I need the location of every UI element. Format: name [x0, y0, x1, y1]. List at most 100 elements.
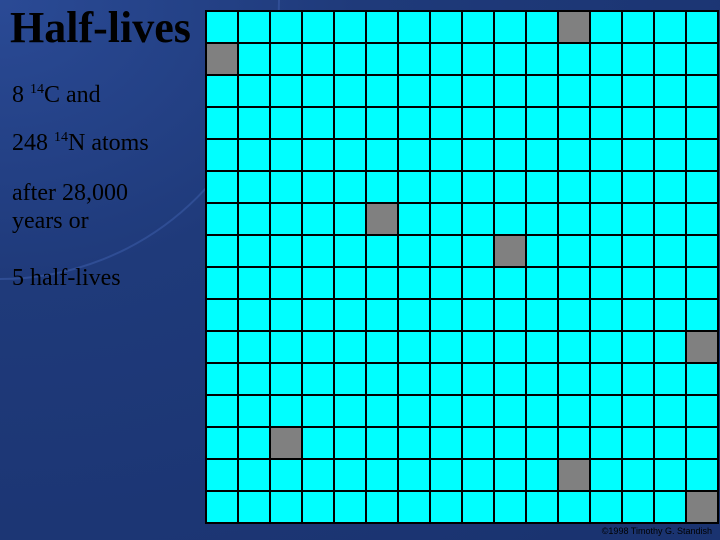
grid-cell [431, 332, 461, 362]
grid-cell [303, 76, 333, 106]
grid-cell [591, 396, 621, 426]
grid-cell [207, 460, 237, 490]
grid-cell [495, 236, 525, 266]
grid-cell [207, 172, 237, 202]
grid-cell [431, 44, 461, 74]
grid-cell [335, 44, 365, 74]
grid-cell [559, 236, 589, 266]
grid-cell [495, 204, 525, 234]
grid-cell [335, 396, 365, 426]
grid-cell [687, 492, 717, 522]
grid-cell [655, 12, 685, 42]
grid-cell [495, 396, 525, 426]
grid-cell [591, 172, 621, 202]
grid-cell [207, 268, 237, 298]
grid-cell [463, 364, 493, 394]
grid-cell [335, 236, 365, 266]
grid-cell [431, 204, 461, 234]
grid-cell [239, 332, 269, 362]
grid-cell [335, 428, 365, 458]
grid-cell [591, 492, 621, 522]
grid-cell [655, 140, 685, 170]
grid-cell [431, 236, 461, 266]
grid-cell [303, 236, 333, 266]
grid-cell [463, 76, 493, 106]
grid-cell [303, 300, 333, 330]
grid-cell [527, 428, 557, 458]
grid-cell [623, 268, 653, 298]
grid-cell [335, 76, 365, 106]
grid-cell [623, 12, 653, 42]
grid-cell [559, 12, 589, 42]
grid-cell [431, 460, 461, 490]
grid-cell [463, 140, 493, 170]
grid-cell [527, 396, 557, 426]
grid-cell [559, 300, 589, 330]
grid-cell [367, 332, 397, 362]
grid-cell [655, 364, 685, 394]
grid-cell [527, 300, 557, 330]
grid-cell [271, 140, 301, 170]
slide-title: Half-lives [10, 2, 191, 53]
grid-cell [239, 172, 269, 202]
grid-cell [239, 428, 269, 458]
grid-cell [335, 204, 365, 234]
grid-cell [303, 332, 333, 362]
grid-cell [399, 76, 429, 106]
grid-cell [207, 300, 237, 330]
grid-cell [591, 300, 621, 330]
grid-cell [399, 300, 429, 330]
grid-cell [623, 300, 653, 330]
grid-cell [239, 300, 269, 330]
grid-cell [303, 140, 333, 170]
grid-cell [271, 428, 301, 458]
grid-cell [591, 12, 621, 42]
grid-cell [559, 428, 589, 458]
grid-cell [655, 396, 685, 426]
grid-cell [591, 236, 621, 266]
grid-cell [463, 332, 493, 362]
grid-cell [399, 140, 429, 170]
grid-cell [239, 396, 269, 426]
grid-cell [591, 428, 621, 458]
grid-cell [591, 44, 621, 74]
grid-cell [207, 236, 237, 266]
grid-cell [335, 108, 365, 138]
grid-cell [687, 108, 717, 138]
grid-cell [495, 428, 525, 458]
grid-cell [207, 204, 237, 234]
grid-cell [431, 172, 461, 202]
grid-cell [655, 332, 685, 362]
grid-cell [399, 236, 429, 266]
grid-cell [463, 300, 493, 330]
grid-cell [559, 460, 589, 490]
grid-cell [495, 460, 525, 490]
grid-cell [207, 396, 237, 426]
grid-cell [623, 492, 653, 522]
grid-cell [623, 108, 653, 138]
grid-cell [239, 268, 269, 298]
grid-cell [367, 364, 397, 394]
grid-cell [335, 460, 365, 490]
grid-cell [591, 268, 621, 298]
grid-cell [623, 364, 653, 394]
grid-cell [239, 236, 269, 266]
grid-cell [687, 44, 717, 74]
l1-sup: 14 [30, 82, 44, 97]
grid-cell [495, 12, 525, 42]
grid-cell [399, 44, 429, 74]
grid-cell [559, 364, 589, 394]
grid-cell [335, 12, 365, 42]
grid-cell [431, 492, 461, 522]
grid-cell [399, 396, 429, 426]
grid-cell [431, 364, 461, 394]
grid-cell [431, 300, 461, 330]
grid-cell [623, 76, 653, 106]
grid-cell [527, 332, 557, 362]
grid-cell [399, 268, 429, 298]
grid-cell [271, 332, 301, 362]
grid-cell [239, 12, 269, 42]
text-line-1: 8 14C and [12, 82, 101, 110]
grid-cell [271, 300, 301, 330]
grid-cell [271, 236, 301, 266]
